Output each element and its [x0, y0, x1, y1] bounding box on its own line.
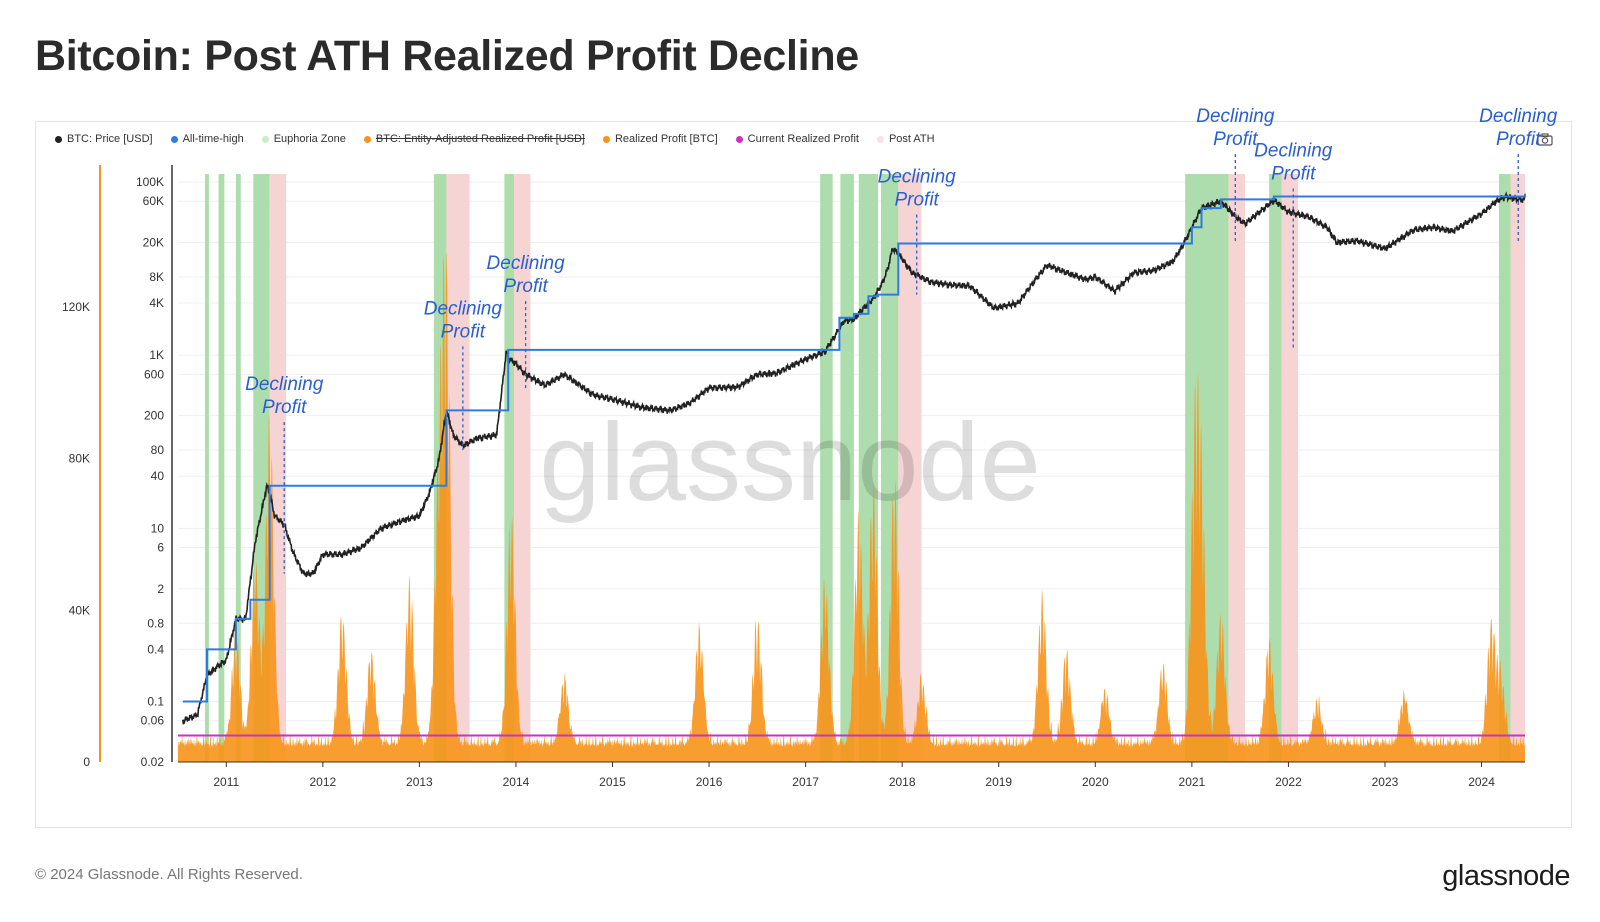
annotation-label: Declining	[245, 374, 324, 395]
legend-marker	[602, 135, 610, 143]
legend-item-realized-profit[interactable]: Realized Profit [BTC]	[602, 133, 718, 145]
legend-marker	[55, 135, 62, 143]
x-tick-label: 2019	[985, 775, 1012, 789]
x-tick-label: 2017	[792, 775, 819, 789]
legend-item-current-profit[interactable]: Current Realized Profit	[735, 133, 859, 145]
x-tick-label: 2011	[213, 775, 239, 789]
watermark-text: glassnode	[539, 401, 1041, 524]
y-right-tick-label: 0.8	[147, 616, 164, 630]
brand-logo: glassnode	[1442, 860, 1570, 892]
legend-item-euphoria[interactable]: Euphoria Zone	[261, 133, 346, 145]
euphoria-zone	[1498, 174, 1511, 762]
euphoria-zone	[205, 174, 209, 762]
y-right-tick-label: 60K	[143, 194, 164, 208]
legend-label: BTC: Entity-Adjusted Realized Profit [US…	[375, 133, 585, 145]
legend-label: BTC: Price [USD]	[67, 133, 153, 145]
post-ath-zone	[1228, 174, 1245, 762]
legend-item-post-ath[interactable]: Post ATH	[876, 133, 935, 145]
legend-marker	[261, 135, 269, 143]
y-right-tick-label: 200	[144, 409, 164, 423]
x-tick-label: 2023	[1372, 775, 1399, 789]
y-right-tick-label: 0.1	[147, 694, 164, 708]
y-right-tick-label: 4K	[149, 296, 164, 310]
annotation-label: Profit	[262, 397, 307, 418]
y-left-tick-label: 0	[83, 755, 90, 769]
post-ath-zone	[898, 174, 922, 762]
y-right-tick-label: 0.4	[147, 642, 164, 656]
legend-marker	[170, 135, 178, 143]
legend-marker	[876, 135, 884, 143]
x-tick-label: 2018	[889, 775, 916, 789]
x-tick-label: 2024	[1468, 775, 1495, 789]
legend-item-entity-adjusted[interactable]: BTC: Entity-Adjusted Realized Profit [US…	[363, 133, 585, 145]
camera-icon-svg	[1537, 133, 1553, 146]
annotation-label: Profit	[503, 276, 548, 297]
legend-marker	[735, 135, 743, 143]
y-left-tick-label: 40K	[69, 603, 90, 617]
legend-label: Euphoria Zone	[273, 133, 346, 145]
annotation-label: Declining	[1196, 106, 1275, 127]
y-right-tick-label: 40	[151, 469, 165, 483]
post-ath-zone	[514, 174, 531, 762]
post-ath-zone	[1281, 174, 1299, 762]
euphoria-zone	[218, 174, 225, 762]
y-right-tick-label: 100K	[136, 175, 164, 189]
realized-profit-area	[178, 252, 1525, 763]
annotation-label: Profit	[1271, 163, 1316, 184]
annotation-label: Declining	[487, 253, 566, 274]
legend-item-btc-price[interactable]: BTC: Price [USD]	[55, 133, 153, 145]
page-title: Bitcoin: Post ATH Realized Profit Declin…	[35, 32, 859, 80]
x-tick-label: 2015	[599, 775, 626, 789]
y-right-tick-label: 6	[157, 541, 164, 555]
annotation-label: Profit	[894, 190, 939, 211]
annotation-label: Profit	[1213, 129, 1258, 150]
y-left-tick-label: 120K	[62, 300, 90, 314]
x-tick-label: 2022	[1275, 775, 1302, 789]
y-right-tick-label: 600	[144, 367, 164, 381]
y-right-tick-label: 1K	[149, 348, 164, 362]
annotation-label: Declining	[1479, 106, 1558, 127]
ath-step-line	[182, 193, 1526, 703]
euphoria-zone	[1269, 174, 1282, 762]
y-right-tick-label: 10	[151, 521, 165, 535]
annotation-label: Declining	[424, 298, 503, 319]
y-right-tick-label: 80	[151, 443, 165, 457]
copyright-text: © 2024 Glassnode. All Rights Reserved.	[35, 866, 303, 883]
camera-icon[interactable]	[1537, 133, 1553, 149]
euphoria-zone	[504, 174, 515, 762]
y-right-tick-label: 0.06	[141, 714, 165, 728]
post-ath-zone	[269, 174, 287, 762]
y-right-tick-label: 2	[157, 582, 164, 596]
chart-legend: BTC: Price [USD] All-time-high Euphoria …	[55, 131, 953, 147]
x-tick-label: 2020	[1082, 775, 1109, 789]
annotation-label: Declining	[878, 167, 957, 188]
x-tick-label: 2021	[1179, 775, 1206, 789]
legend-label: Current Realized Profit	[747, 133, 859, 145]
y-right-tick-label: 8K	[149, 270, 164, 284]
annotation-label: Profit	[1496, 129, 1541, 150]
legend-label: Post ATH	[888, 133, 935, 145]
euphoria-zone	[235, 174, 241, 762]
x-tick-label: 2013	[406, 775, 433, 789]
legend-marker	[363, 135, 371, 143]
legend-label: Realized Profit [BTC]	[614, 133, 718, 145]
y-right-tick-label: 0.02	[141, 755, 165, 769]
post-ath-zone	[1510, 174, 1525, 762]
legend-label: All-time-high	[182, 133, 244, 145]
annotation-label: Profit	[441, 321, 486, 342]
x-tick-label: 2016	[696, 775, 723, 789]
x-tick-label: 2014	[503, 775, 530, 789]
y-left-tick-label: 80K	[69, 452, 90, 466]
btc-price-line	[182, 191, 1526, 725]
annotation-label: Declining	[1254, 140, 1333, 161]
y-right-tick-label: 20K	[143, 236, 164, 250]
legend-item-ath[interactable]: All-time-high	[170, 133, 244, 145]
x-tick-label: 2012	[309, 775, 336, 789]
